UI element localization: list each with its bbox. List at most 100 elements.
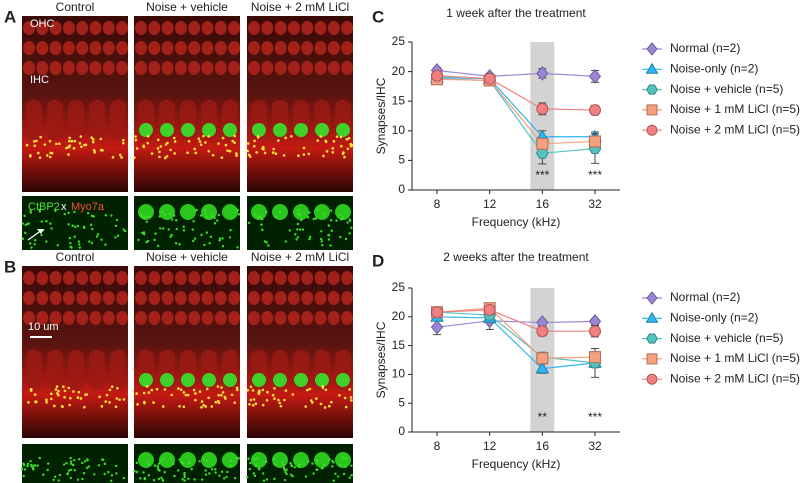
ribbon (178, 404, 181, 408)
ribbon (29, 387, 33, 391)
ribbon (210, 405, 214, 408)
ribbon (308, 387, 312, 391)
ribbon (26, 464, 29, 468)
ribbon (101, 458, 105, 462)
ribbon (325, 150, 329, 153)
ribbon (73, 210, 76, 214)
ribbon (301, 228, 305, 231)
ribbon (79, 397, 83, 400)
ribbon (343, 155, 346, 159)
ohc-cell (314, 61, 327, 75)
nucleus (222, 452, 238, 468)
nucleus (160, 123, 174, 137)
ribbon (218, 239, 221, 242)
ribbon (187, 461, 191, 464)
ribbon (110, 474, 114, 477)
ohc-cell (62, 21, 75, 35)
ribbon (246, 475, 249, 479)
legend-label: Noise + vehicle (n=5) (670, 331, 783, 345)
ribbon (139, 213, 143, 216)
nucleus (181, 123, 195, 137)
ribbon (116, 234, 120, 237)
ribbon (252, 398, 256, 401)
y-tick-label: 10 (392, 123, 406, 137)
ribbon (220, 156, 224, 159)
ohc-label: OHC (30, 18, 55, 30)
micrograph-strip (22, 196, 128, 250)
ribbon (57, 479, 60, 482)
ribbon (319, 135, 323, 138)
ribbon (55, 385, 59, 388)
ribbon (34, 238, 37, 242)
nucleus (315, 373, 329, 387)
ribbon (288, 229, 291, 232)
ribbon (122, 476, 126, 480)
ribbon (297, 465, 301, 469)
ribbon (181, 478, 184, 481)
ribbon (344, 405, 348, 409)
ribbon (214, 468, 217, 471)
ribbon (172, 136, 176, 140)
ihc-cell (89, 100, 105, 140)
ohc-cell (76, 311, 89, 325)
nucleus (159, 452, 175, 468)
ribbon (159, 227, 162, 230)
ribbon (150, 152, 154, 155)
ribbon (200, 233, 203, 237)
x-tick-label: 8 (434, 439, 441, 453)
ohc-cell (161, 311, 174, 325)
ribbon (329, 244, 332, 247)
ribbon (134, 135, 137, 138)
ribbon (201, 478, 204, 481)
ribbon (221, 136, 225, 140)
ribbon (173, 152, 176, 155)
ribbon (298, 228, 302, 231)
ribbon (197, 137, 201, 140)
ohc-cell (327, 291, 340, 305)
ribbon (69, 456, 72, 460)
ribbon (221, 237, 224, 240)
column-label: Control (56, 0, 95, 14)
ribbon (143, 401, 146, 405)
ribbon (121, 141, 125, 145)
y-tick-label: 0 (398, 424, 405, 438)
ribbon (262, 472, 265, 475)
ribbon (89, 223, 93, 227)
marker (483, 303, 496, 316)
ribbon (210, 214, 213, 218)
ribbon (67, 211, 70, 215)
ribbon (70, 246, 73, 249)
ribbon (261, 228, 264, 232)
marker (646, 291, 658, 305)
ohc-cell (49, 311, 62, 325)
ribbon (30, 246, 33, 249)
ribbon (350, 473, 353, 477)
ribbon (135, 461, 139, 465)
ribbon (214, 400, 218, 404)
ohc-cell (62, 61, 75, 75)
ribbon (334, 472, 337, 475)
x-tick-label: 32 (588, 197, 602, 211)
ribbon (68, 144, 72, 147)
ribbon (254, 464, 258, 468)
ribbon (21, 222, 24, 225)
ribbon (218, 474, 221, 477)
ribbon (283, 478, 287, 482)
ribbon (290, 463, 293, 467)
ohc-cell (261, 291, 274, 305)
ribbon (159, 145, 163, 148)
ribbon (235, 386, 239, 390)
ribbon (40, 233, 43, 237)
ribbon (284, 136, 287, 140)
ribbon (252, 144, 256, 148)
ribbon (77, 390, 81, 394)
ohc-cell (49, 41, 62, 55)
ribbon (339, 135, 343, 139)
ribbon (155, 387, 159, 391)
nucleus (201, 452, 217, 468)
nucleus (294, 373, 308, 387)
ribbon (182, 405, 186, 409)
ohc-cell (89, 61, 102, 75)
ohc-cell (23, 21, 35, 35)
x-tick-label: 16 (536, 439, 550, 453)
